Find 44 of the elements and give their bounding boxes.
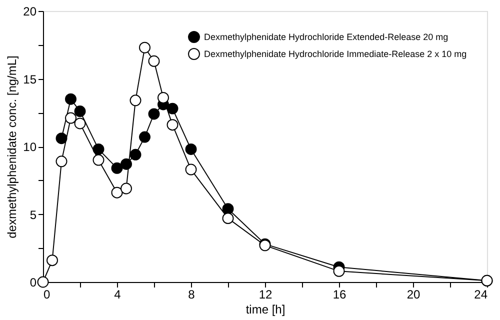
point — [120, 182, 132, 194]
point — [56, 156, 68, 168]
point — [166, 119, 178, 131]
point — [111, 186, 123, 198]
point — [148, 55, 160, 67]
x-tick-label: 20 — [406, 288, 420, 302]
point — [56, 132, 68, 144]
point — [92, 154, 104, 166]
point — [158, 92, 169, 104]
point — [166, 102, 178, 114]
point — [139, 42, 150, 54]
point — [74, 106, 86, 118]
point — [65, 112, 76, 124]
y-tick-label: 15 — [23, 72, 37, 86]
point — [111, 162, 123, 174]
point — [92, 143, 104, 155]
point — [130, 148, 142, 160]
point — [333, 265, 345, 277]
point — [74, 118, 86, 130]
x-tick-label: 0 — [44, 288, 50, 302]
point — [148, 108, 160, 120]
point — [37, 276, 49, 288]
y-tick-label: 20 — [23, 4, 37, 18]
point — [222, 203, 234, 215]
point — [130, 94, 142, 106]
point — [222, 212, 234, 224]
x-tick-label: 4 — [114, 288, 122, 302]
point — [139, 131, 150, 143]
point — [185, 164, 197, 176]
legend-label: Dexmethylphenidate Hydrochloride Immediate-Release 2 x 10 mg — [204, 49, 467, 59]
x-axis-title: time [h] — [246, 302, 286, 316]
x-tick-label: 12 — [258, 288, 272, 302]
point — [185, 143, 197, 155]
y-tick-label: 5 — [30, 208, 37, 222]
legend-label: Dexmethylphenidate Hydrochloride Extended-Release 20 mg — [204, 32, 448, 42]
y-tick-label: 0 — [30, 276, 37, 290]
point — [46, 254, 58, 266]
point — [65, 93, 76, 105]
y-tick-label: 10 — [23, 140, 37, 154]
point — [120, 158, 132, 170]
y-axis-title: dexmethylphenidate conc. [ng/mL] — [5, 56, 20, 238]
x-tick-label: 16 — [332, 288, 346, 302]
x-tick-label: 8 — [188, 288, 196, 302]
x-tick-label: 24 — [474, 288, 488, 302]
